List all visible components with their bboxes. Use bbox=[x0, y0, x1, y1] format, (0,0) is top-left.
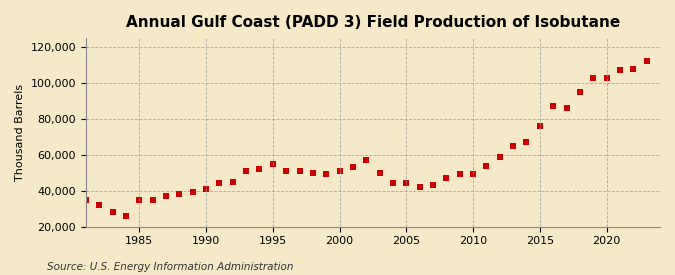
Y-axis label: Thousand Barrels: Thousand Barrels bbox=[15, 84, 25, 181]
Title: Annual Gulf Coast (PADD 3) Field Production of Isobutane: Annual Gulf Coast (PADD 3) Field Product… bbox=[126, 15, 620, 30]
Text: Source: U.S. Energy Information Administration: Source: U.S. Energy Information Administ… bbox=[47, 262, 294, 271]
